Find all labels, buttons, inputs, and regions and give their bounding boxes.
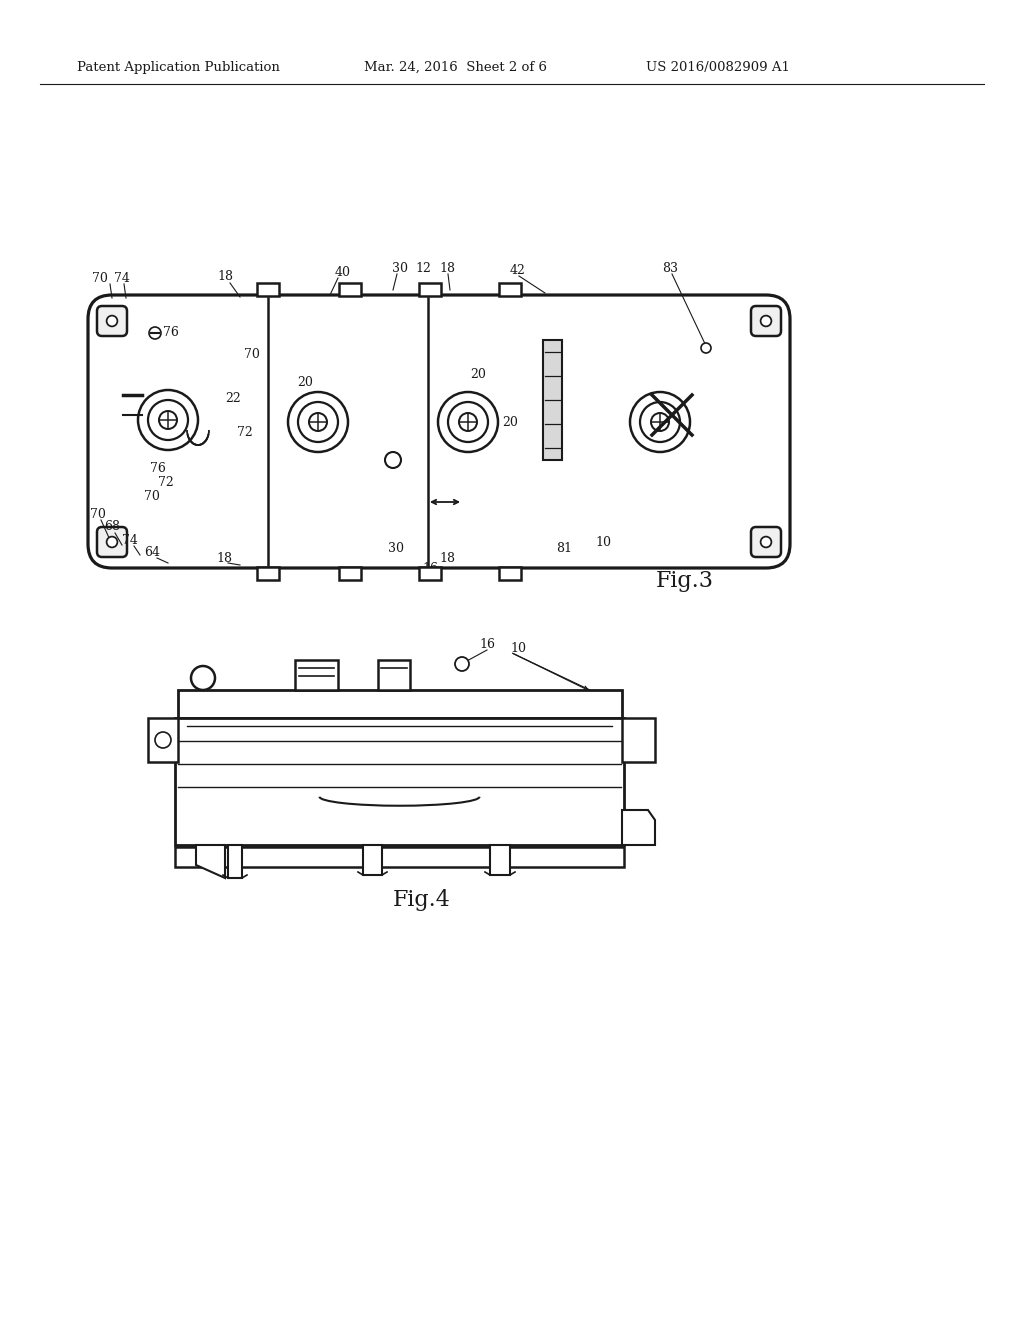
Circle shape <box>459 413 477 432</box>
Bar <box>175 847 624 867</box>
Bar <box>339 568 361 579</box>
Text: 22: 22 <box>225 392 241 404</box>
Bar <box>362 845 382 875</box>
Circle shape <box>155 733 171 748</box>
Text: Fig.4: Fig.4 <box>393 888 451 911</box>
Text: 16: 16 <box>479 638 495 651</box>
Circle shape <box>438 392 498 451</box>
Text: Mar. 24, 2016  Sheet 2 of 6: Mar. 24, 2016 Sheet 2 of 6 <box>364 61 547 74</box>
Bar <box>419 282 441 296</box>
Text: 10: 10 <box>595 536 611 549</box>
Text: 76: 76 <box>163 326 179 338</box>
Text: 18: 18 <box>439 552 455 565</box>
FancyBboxPatch shape <box>88 294 790 568</box>
Bar <box>378 660 410 690</box>
Circle shape <box>288 392 348 451</box>
Text: 81: 81 <box>556 541 572 554</box>
Circle shape <box>150 327 161 339</box>
Circle shape <box>449 403 488 442</box>
Circle shape <box>309 413 327 432</box>
Text: 68: 68 <box>104 520 120 533</box>
Text: 40: 40 <box>335 265 351 279</box>
Circle shape <box>640 403 680 442</box>
Text: 70: 70 <box>244 348 260 362</box>
Text: 10: 10 <box>510 642 526 655</box>
Text: 12: 12 <box>415 261 431 275</box>
Text: 83: 83 <box>662 261 678 275</box>
FancyBboxPatch shape <box>751 306 781 337</box>
Circle shape <box>455 657 469 671</box>
Circle shape <box>761 315 771 326</box>
Bar <box>543 341 562 459</box>
Text: Fig.3: Fig.3 <box>656 570 714 591</box>
Circle shape <box>106 537 118 548</box>
Text: Patent Application Publication: Patent Application Publication <box>77 61 280 74</box>
Text: 72: 72 <box>237 425 253 438</box>
Circle shape <box>385 451 401 469</box>
Bar <box>490 845 510 875</box>
Text: 70: 70 <box>92 272 108 285</box>
FancyBboxPatch shape <box>97 527 127 557</box>
Polygon shape <box>196 845 225 878</box>
Text: 42: 42 <box>510 264 526 276</box>
Text: 74: 74 <box>114 272 130 285</box>
Text: 18: 18 <box>217 271 233 284</box>
Bar <box>175 718 624 845</box>
Bar <box>257 568 279 579</box>
Circle shape <box>701 343 711 352</box>
Text: 18: 18 <box>439 261 455 275</box>
Circle shape <box>148 400 188 440</box>
Text: 74: 74 <box>122 533 138 546</box>
Text: 20: 20 <box>297 375 313 388</box>
Text: 20: 20 <box>502 417 518 429</box>
Bar <box>228 845 242 878</box>
Text: 64: 64 <box>144 546 160 560</box>
Bar <box>295 660 338 690</box>
Circle shape <box>630 392 690 451</box>
Bar <box>622 718 655 762</box>
Circle shape <box>191 667 215 690</box>
Text: 30: 30 <box>392 261 408 275</box>
Text: 76: 76 <box>150 462 166 474</box>
Bar <box>499 282 521 296</box>
FancyBboxPatch shape <box>97 306 127 337</box>
Circle shape <box>298 403 338 442</box>
Circle shape <box>651 413 669 432</box>
Bar <box>339 282 361 296</box>
Text: 18: 18 <box>216 552 232 565</box>
Text: 16: 16 <box>422 561 438 574</box>
Text: 20: 20 <box>470 368 485 381</box>
Circle shape <box>761 537 771 548</box>
Text: 72: 72 <box>158 477 174 490</box>
Circle shape <box>159 411 177 429</box>
Bar <box>499 568 521 579</box>
Bar <box>419 568 441 579</box>
Polygon shape <box>622 810 655 845</box>
Circle shape <box>106 315 118 326</box>
Bar <box>148 718 178 762</box>
Circle shape <box>138 389 198 450</box>
Text: 30: 30 <box>388 541 404 554</box>
Text: 70: 70 <box>90 507 105 520</box>
Bar <box>257 282 279 296</box>
Text: 70: 70 <box>144 491 160 503</box>
FancyBboxPatch shape <box>751 527 781 557</box>
Bar <box>178 690 622 718</box>
Text: US 2016/0082909 A1: US 2016/0082909 A1 <box>646 61 790 74</box>
